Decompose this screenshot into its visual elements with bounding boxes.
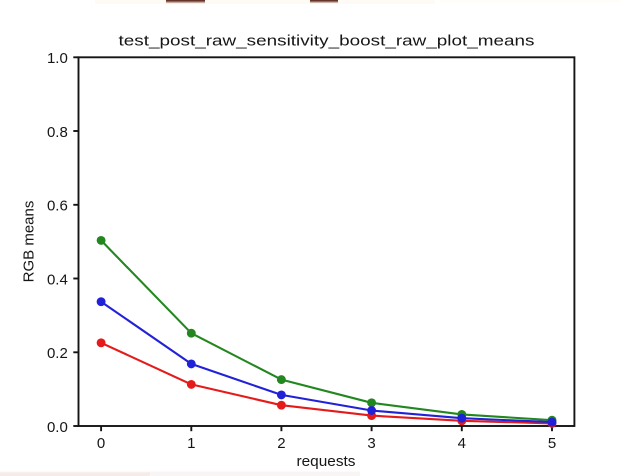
svg-text:4: 4 xyxy=(458,435,466,452)
svg-text:2: 2 xyxy=(277,435,285,452)
svg-text:1: 1 xyxy=(187,435,195,452)
svg-text:test_post_raw_sensitivity_boos: test_post_raw_sensitivity_boost_raw_plot… xyxy=(119,34,535,50)
svg-text:RGB means: RGB means xyxy=(21,201,38,283)
svg-text:0.2: 0.2 xyxy=(47,345,68,362)
svg-text:3: 3 xyxy=(367,435,375,452)
svg-text:1.0: 1.0 xyxy=(47,50,68,67)
svg-text:0.4: 0.4 xyxy=(47,271,68,288)
svg-text:0: 0 xyxy=(97,435,105,452)
svg-text:requests: requests xyxy=(297,453,356,470)
svg-text:0.6: 0.6 xyxy=(47,198,68,215)
svg-text:0.8: 0.8 xyxy=(47,124,68,141)
svg-text:0.0: 0.0 xyxy=(47,419,68,436)
svg-text:5: 5 xyxy=(548,435,556,452)
